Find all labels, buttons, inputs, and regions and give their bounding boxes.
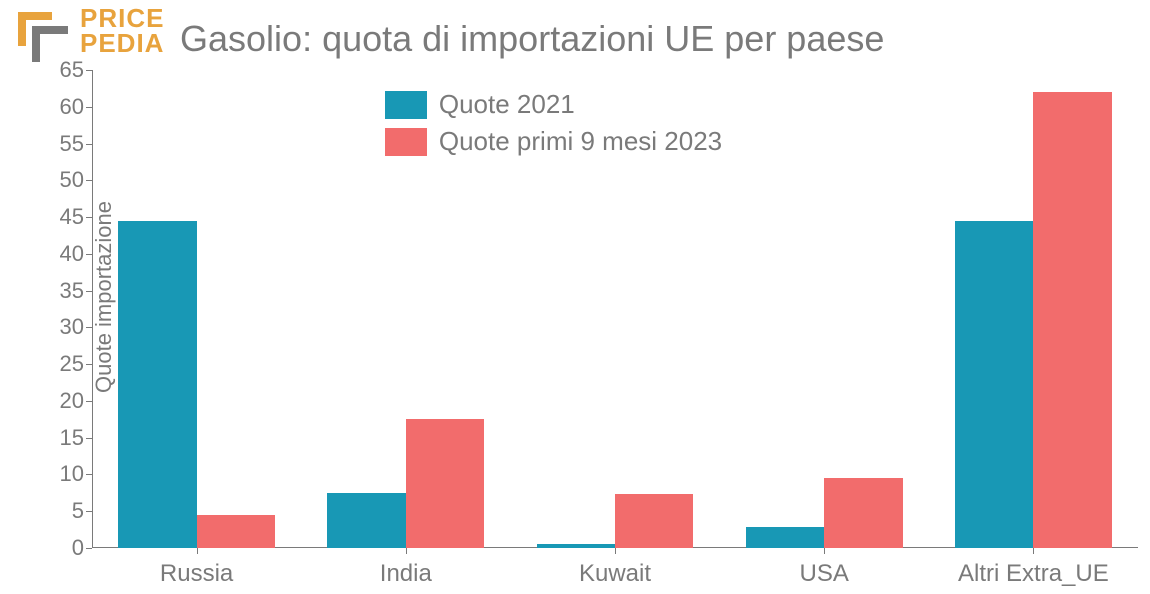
y-tick-label: 20 xyxy=(60,388,84,414)
chart-plot-area: Quote 2021Quote primi 9 mesi 2023 051015… xyxy=(92,70,1138,548)
y-tick-label: 10 xyxy=(60,461,84,487)
y-tick-mark xyxy=(86,144,92,145)
y-tick-mark xyxy=(86,217,92,218)
y-tick-label: 0 xyxy=(72,535,84,561)
logo-text-line1: PRICE xyxy=(80,6,164,31)
y-tick-label: 55 xyxy=(60,131,84,157)
y-axis-line xyxy=(92,70,93,548)
chart-bar xyxy=(197,515,275,548)
legend-swatch xyxy=(385,91,427,119)
chart-bar xyxy=(746,527,824,548)
x-tick-mark xyxy=(406,548,407,554)
chart-title: Gasolio: quota di importazioni UE per pa… xyxy=(180,18,884,60)
y-tick-mark xyxy=(86,511,92,512)
legend-item: Quote 2021 xyxy=(385,89,722,120)
y-tick-label: 50 xyxy=(60,167,84,193)
x-tick-mark xyxy=(615,548,616,554)
y-tick-label: 60 xyxy=(60,94,84,120)
logo-text-line2: PEDIA xyxy=(80,31,164,56)
x-tick-mark xyxy=(824,548,825,554)
y-tick-mark xyxy=(86,254,92,255)
y-tick-label: 40 xyxy=(60,241,84,267)
y-tick-mark xyxy=(86,438,92,439)
logo-text: PRICE PEDIA xyxy=(80,6,164,55)
y-tick-label: 45 xyxy=(60,204,84,230)
y-tick-label: 30 xyxy=(60,314,84,340)
y-tick-mark xyxy=(86,401,92,402)
x-tick-label: Altri Extra_UE xyxy=(958,560,1109,588)
x-tick-label: India xyxy=(380,560,432,588)
chart-legend: Quote 2021 Quote primi 9 mesi 2023 xyxy=(385,89,722,163)
chart-bar xyxy=(824,478,902,548)
y-tick-label: 65 xyxy=(60,57,84,83)
chart-bar xyxy=(118,221,196,548)
x-tick-mark xyxy=(1033,548,1034,554)
chart-bar xyxy=(327,493,405,548)
legend-label: Quote 2021 xyxy=(439,89,575,120)
logo: PRICE PEDIA xyxy=(12,6,164,68)
x-tick-label: Russia xyxy=(160,560,233,588)
chart-bar xyxy=(1033,92,1111,548)
y-tick-label: 5 xyxy=(72,498,84,524)
x-tick-mark xyxy=(197,548,198,554)
x-tick-label: Kuwait xyxy=(579,560,651,588)
y-tick-label: 35 xyxy=(60,278,84,304)
y-tick-label: 15 xyxy=(60,425,84,451)
y-tick-mark xyxy=(86,107,92,108)
legend-label: Quote primi 9 mesi 2023 xyxy=(439,126,722,157)
y-tick-mark xyxy=(86,474,92,475)
legend-item: Quote primi 9 mesi 2023 xyxy=(385,126,722,157)
y-tick-mark xyxy=(86,291,92,292)
y-tick-mark xyxy=(86,70,92,71)
chart-bar xyxy=(537,544,615,548)
y-tick-mark xyxy=(86,548,92,549)
chart-bar xyxy=(955,221,1033,548)
y-tick-label: 25 xyxy=(60,351,84,377)
chart-bar xyxy=(615,494,693,548)
y-tick-mark xyxy=(86,180,92,181)
chart-bar xyxy=(406,419,484,548)
y-tick-mark xyxy=(86,364,92,365)
legend-swatch xyxy=(385,128,427,156)
x-tick-label: USA xyxy=(800,560,849,588)
y-tick-mark xyxy=(86,327,92,328)
